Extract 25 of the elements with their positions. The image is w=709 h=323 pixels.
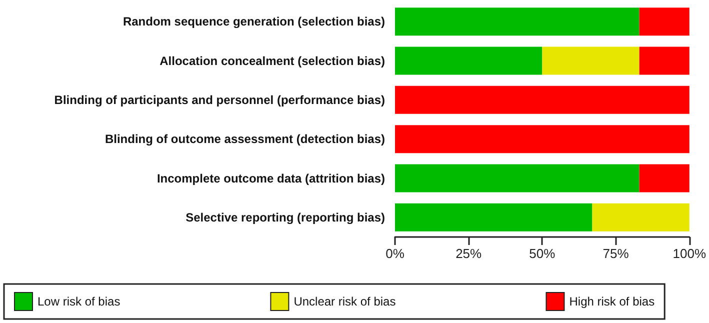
bar (639, 8, 690, 36)
bar (395, 203, 592, 232)
legend-label: Unclear risk of bias (294, 294, 396, 308)
x-tick-label: 75% (602, 246, 630, 261)
bar (592, 203, 690, 232)
y-tick-label: Selective reporting (reporting bias) (186, 210, 385, 224)
y-tick-label: Blinding of outcome assessment (detection bias) (104, 132, 385, 146)
bar (395, 86, 690, 114)
legend-label: Low risk of bias (38, 294, 120, 308)
bar (542, 46, 640, 75)
bar (639, 164, 690, 192)
bar (395, 46, 542, 75)
x-tick-label: 0% (386, 246, 405, 261)
y-tick-label: Incomplete outcome data (attrition bias) (156, 171, 385, 186)
bar (395, 164, 640, 192)
legend-label: High risk of bias (569, 294, 655, 308)
y-tick-label: Random sequence generation (selection bias) (122, 14, 385, 29)
bar (395, 8, 640, 36)
x-tick-label: 50% (529, 246, 556, 261)
y-tick-label: Blinding of participants and personnel (performance bias) (54, 92, 385, 107)
x-tick-label: 100% (672, 246, 706, 261)
x-tick-label: 25% (456, 246, 482, 261)
bar (395, 125, 690, 154)
bar (639, 46, 690, 75)
y-tick-label: Allocation concealment (selection bias) (160, 54, 385, 68)
